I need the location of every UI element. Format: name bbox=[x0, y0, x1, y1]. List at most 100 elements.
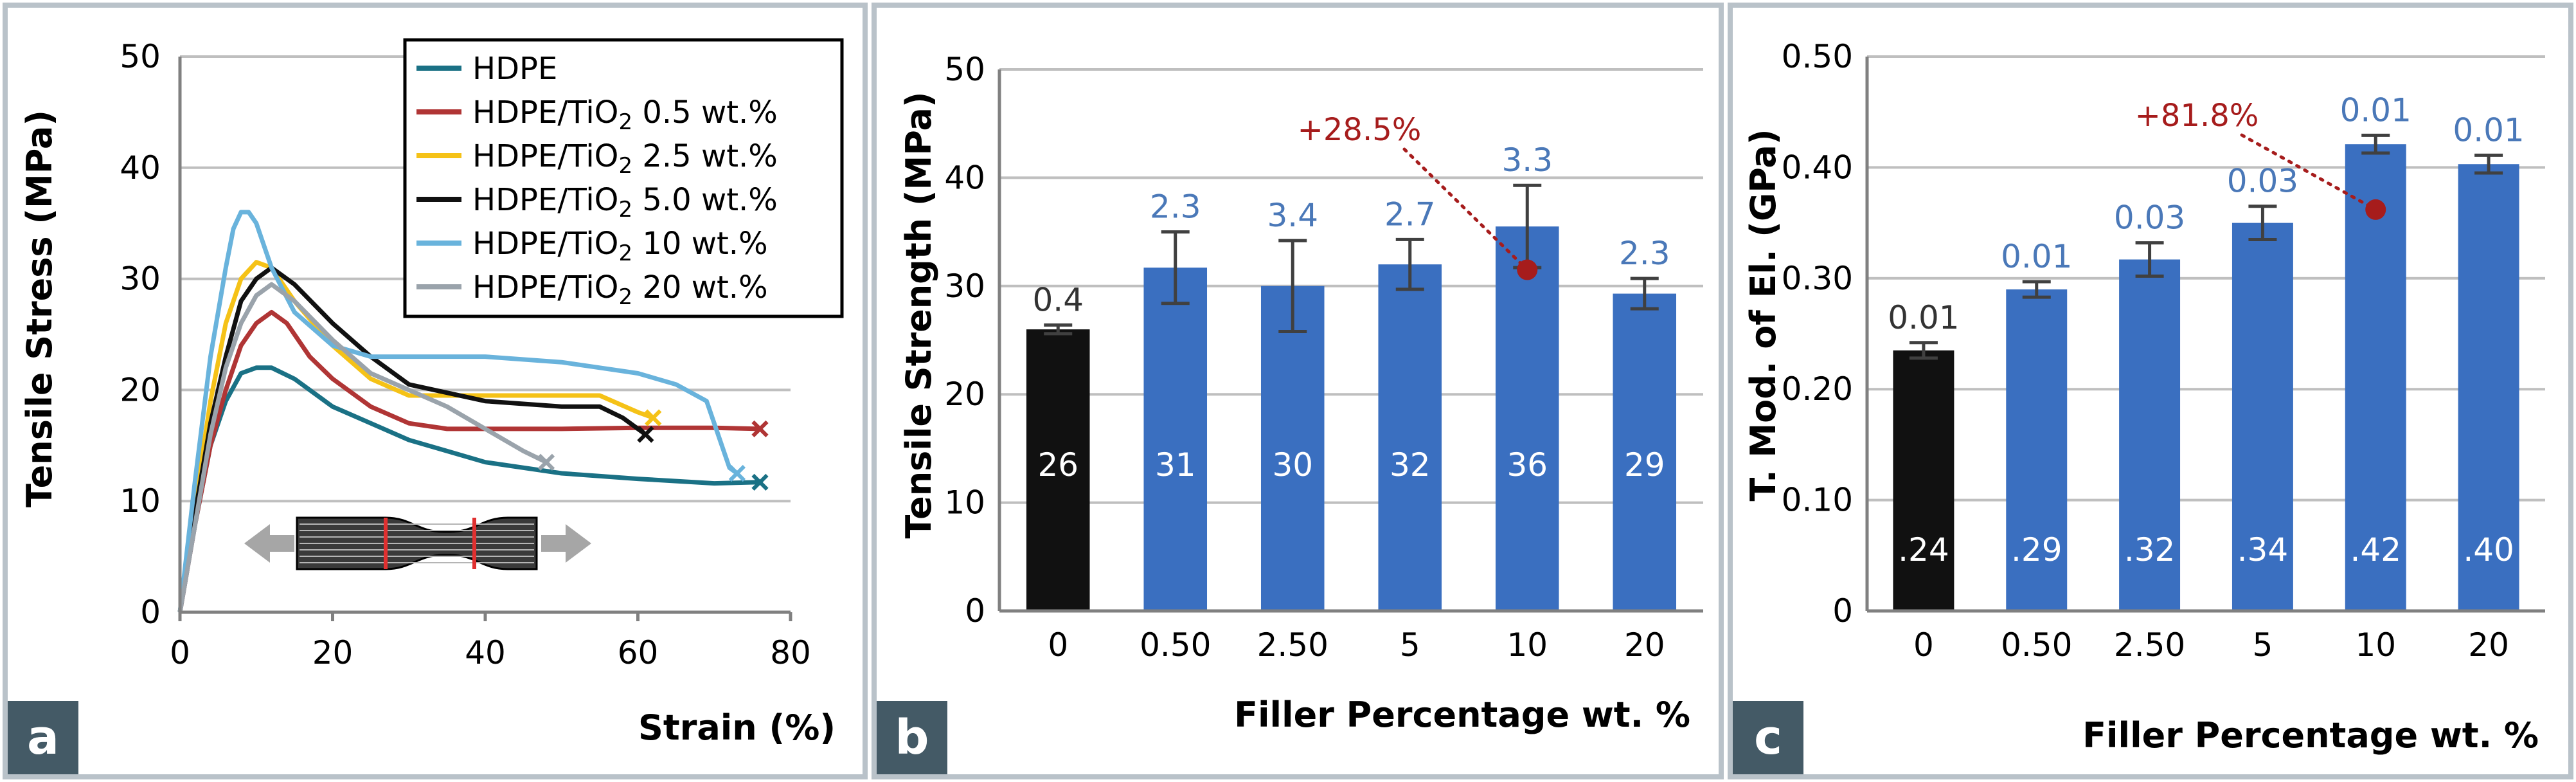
c-error-bar-0 bbox=[1909, 341, 1938, 360]
panel-c-x-axis-label: Filler Percentage wt. % bbox=[2082, 715, 2539, 756]
b-sd-label-0: 0.4 bbox=[1032, 281, 1084, 318]
b-x-tick-label: 0.50 bbox=[1140, 626, 1211, 664]
c-annotation-marker bbox=[2365, 199, 2386, 220]
c-value-label-3: .34 bbox=[2237, 531, 2289, 568]
panel-a-axes bbox=[178, 57, 792, 621]
panel-a-y-tick-label: 40 bbox=[120, 149, 161, 186]
b-error-bar-1 bbox=[1161, 230, 1190, 305]
left-arrow-icon bbox=[244, 524, 270, 563]
c-sd-label-1: 0.01 bbox=[2001, 238, 2072, 275]
c-sd-label-0: 0.01 bbox=[1888, 299, 1959, 336]
b-value-label-2: 30 bbox=[1272, 446, 1313, 484]
panel-b-x-axis-label: Filler Percentage wt. % bbox=[1234, 695, 1690, 735]
c-value-label-2: .32 bbox=[2124, 531, 2176, 568]
panel-b-tag: b bbox=[895, 710, 929, 765]
b-sd-label-1: 2.3 bbox=[1150, 188, 1201, 226]
b-error-bar-5 bbox=[1630, 277, 1659, 311]
specimen-stripes bbox=[300, 523, 534, 563]
b-annotation-marker bbox=[1517, 259, 1538, 280]
panel-a-y-tick-label: 10 bbox=[120, 482, 161, 520]
panel-a-legend: HDPE HDPE/TiO2 0.5 wt.%HDPE/TiO2 2.5 wt.%… bbox=[403, 38, 844, 318]
b-x-tick-label: 10 bbox=[1507, 626, 1548, 664]
b-x-tick-label: 0 bbox=[1048, 626, 1068, 664]
b-sd-label-2: 3.4 bbox=[1267, 197, 1318, 234]
c-error-bar-4 bbox=[2361, 133, 2390, 155]
c-value-label-5: .40 bbox=[2463, 531, 2514, 568]
c-error-bar-1 bbox=[2022, 280, 2051, 299]
b-value-label-3: 32 bbox=[1390, 446, 1431, 484]
panel-c-tag: c bbox=[1754, 710, 1782, 765]
c-error-bar-5 bbox=[2474, 153, 2503, 175]
legend-label-0: HDPE bbox=[472, 51, 557, 87]
series-line-5 bbox=[177, 282, 548, 613]
panel-c-annotation: +81.8% bbox=[2135, 98, 2386, 220]
c-bar-4 bbox=[2345, 144, 2406, 612]
panel-c-y-axis-label: T. Mod. of El. (GPa) bbox=[1743, 129, 1784, 501]
legend-label-3: HDPE/TiO2 5.0 wt.% bbox=[472, 182, 778, 223]
b-x-tick-label: 20 bbox=[1624, 626, 1665, 664]
c-x-tick-label: 20 bbox=[2468, 626, 2509, 664]
series-end-marker-4 bbox=[728, 464, 746, 482]
c-y-tick-label: 0.50 bbox=[1782, 38, 1853, 75]
panel-a-x-axis-label: Strain (%) bbox=[638, 707, 836, 748]
c-value-label-0: .24 bbox=[1898, 531, 1949, 568]
panel-c-bars: 0.01 .24 0.01 .29 0.03 .32 0.03 .34 0.01 .42 0.01.… bbox=[1888, 91, 2525, 612]
c-value-label-4: .42 bbox=[2350, 531, 2401, 568]
b-y-tick-label: 0 bbox=[965, 592, 985, 630]
panel-a-x-tick-label: 0 bbox=[170, 634, 190, 671]
b-bar-4 bbox=[1495, 226, 1559, 611]
b-error-bar-0 bbox=[1044, 323, 1073, 336]
b-x-tick-label: 2.50 bbox=[1257, 626, 1328, 664]
panel-a: 0 10 20 30 40 50 0 20 40 60 80 Tensile Stress (MPa… bbox=[3, 3, 868, 779]
c-y-tick-label: 0.30 bbox=[1782, 260, 1853, 297]
c-annotation-leader bbox=[2240, 133, 2377, 212]
c-sd-label-2: 0.03 bbox=[2114, 199, 2185, 237]
panel-c-tag-box bbox=[1733, 701, 1803, 774]
legend-label-5: HDPE/TiO2 20 wt.% bbox=[472, 269, 768, 310]
c-y-tick-label: 0.20 bbox=[1782, 370, 1853, 408]
c-bar-1 bbox=[2006, 289, 2068, 611]
b-sd-label-5: 2.3 bbox=[1619, 235, 1670, 272]
c-sd-label-5: 0.01 bbox=[2453, 111, 2524, 149]
panel-b-y-axis-label: Tensile Strength (MPa) bbox=[899, 91, 939, 538]
c-y-tick-label: 0.40 bbox=[1782, 149, 1853, 186]
c-x-tick-label: 0 bbox=[1913, 626, 1934, 664]
c-x-tick-label: 0.50 bbox=[2001, 626, 2072, 664]
panel-b-grid bbox=[999, 68, 1703, 504]
panel-c-axes bbox=[1865, 57, 2545, 613]
panel-b-annotation: +28.5% bbox=[1298, 112, 1538, 280]
panel-b-tag-box bbox=[877, 701, 947, 774]
panel-c-grid bbox=[1867, 55, 2545, 502]
panel-a-x-tick-label: 20 bbox=[312, 634, 353, 671]
panel-a-x-tick-label: 40 bbox=[465, 634, 506, 671]
c-sd-label-4: 0.01 bbox=[2340, 91, 2411, 129]
legend-label-1: HDPE/TiO2 0.5 wt.% bbox=[472, 95, 778, 135]
panel-a-x-tick-label: 80 bbox=[770, 634, 811, 671]
b-error-bar-3 bbox=[1395, 237, 1424, 291]
series-line-3 bbox=[177, 265, 647, 613]
c-value-label-1: .29 bbox=[2011, 531, 2062, 568]
panel-a-series bbox=[177, 210, 769, 613]
c-y-tick-label: 0.10 bbox=[1782, 482, 1853, 519]
series-end-marker-1 bbox=[751, 420, 769, 438]
panel-c-tick-labels: 0 0.10 0.20 0.30 0.40 0.50 0 0.50 2.50 5 10 20 bbox=[1782, 38, 2509, 664]
legend-box bbox=[403, 38, 844, 318]
c-bar-0 bbox=[1893, 350, 1954, 611]
b-bar-3 bbox=[1378, 264, 1442, 611]
specimen-illustration bbox=[244, 516, 591, 570]
left-arrow-shaft bbox=[269, 535, 294, 552]
b-bar-1 bbox=[1143, 268, 1208, 611]
b-y-tick-label: 20 bbox=[944, 376, 985, 413]
c-bar-5 bbox=[2458, 164, 2519, 611]
panel-b-axes bbox=[997, 69, 1703, 613]
b-bar-5 bbox=[1613, 293, 1677, 611]
b-value-label-0: 26 bbox=[1037, 446, 1078, 484]
b-y-tick-label: 50 bbox=[944, 51, 985, 88]
panel-a-tick-labels: 0 10 20 30 40 50 0 20 40 60 80 bbox=[120, 38, 810, 671]
series-end-marker-2 bbox=[645, 409, 662, 426]
b-y-tick-label: 10 bbox=[944, 484, 985, 522]
panel-a-tag-box bbox=[8, 701, 78, 774]
c-x-tick-label: 5 bbox=[2253, 626, 2273, 664]
b-x-tick-label: 5 bbox=[1400, 626, 1420, 664]
